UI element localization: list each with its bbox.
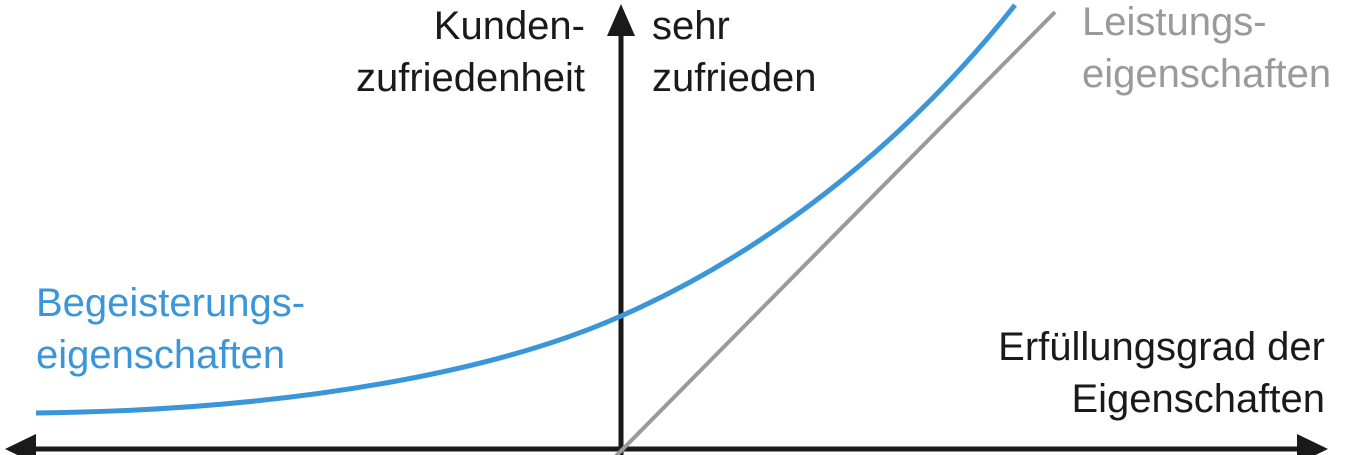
y-axis-label: Kunden- zufriedenheit: [356, 0, 585, 104]
leistung-label: Leistungs- eigenschaften: [1082, 0, 1331, 100]
y-top-label-line1: sehr: [652, 4, 730, 48]
x-axis-label-line1: Erfüllungsgrad der: [998, 325, 1325, 369]
x-axis-label-line2: Eigenschaften: [1071, 377, 1325, 421]
begeisterung-label-line1: Begeisterungs-: [36, 281, 306, 325]
x-axis-right-arrow: [1297, 434, 1328, 455]
x-axis-label: Erfüllungsgrad der Eigenschaften: [998, 321, 1325, 425]
begeisterung-curve: [35, 3, 1017, 416]
y-axis-arrow: [607, 4, 635, 36]
y-axis-label-line1: Kunden-: [433, 4, 585, 48]
begeisterung-label-line2: eigenschaften: [36, 333, 286, 377]
leistung-label-line1: Leistungs-: [1082, 0, 1267, 44]
y-axis-label-line2: zufriedenheit: [355, 56, 585, 100]
y-top-label-line2: zufrieden: [652, 56, 817, 100]
leistung-label-line2: eigenschaften: [1082, 52, 1332, 96]
x-axis-left-arrow: [5, 434, 36, 455]
leistung-curve: [614, 10, 1057, 455]
y-top-label: sehr zufrieden: [652, 0, 817, 104]
begeisterung-label: Begeisterungs- eigenschaften: [36, 277, 305, 381]
